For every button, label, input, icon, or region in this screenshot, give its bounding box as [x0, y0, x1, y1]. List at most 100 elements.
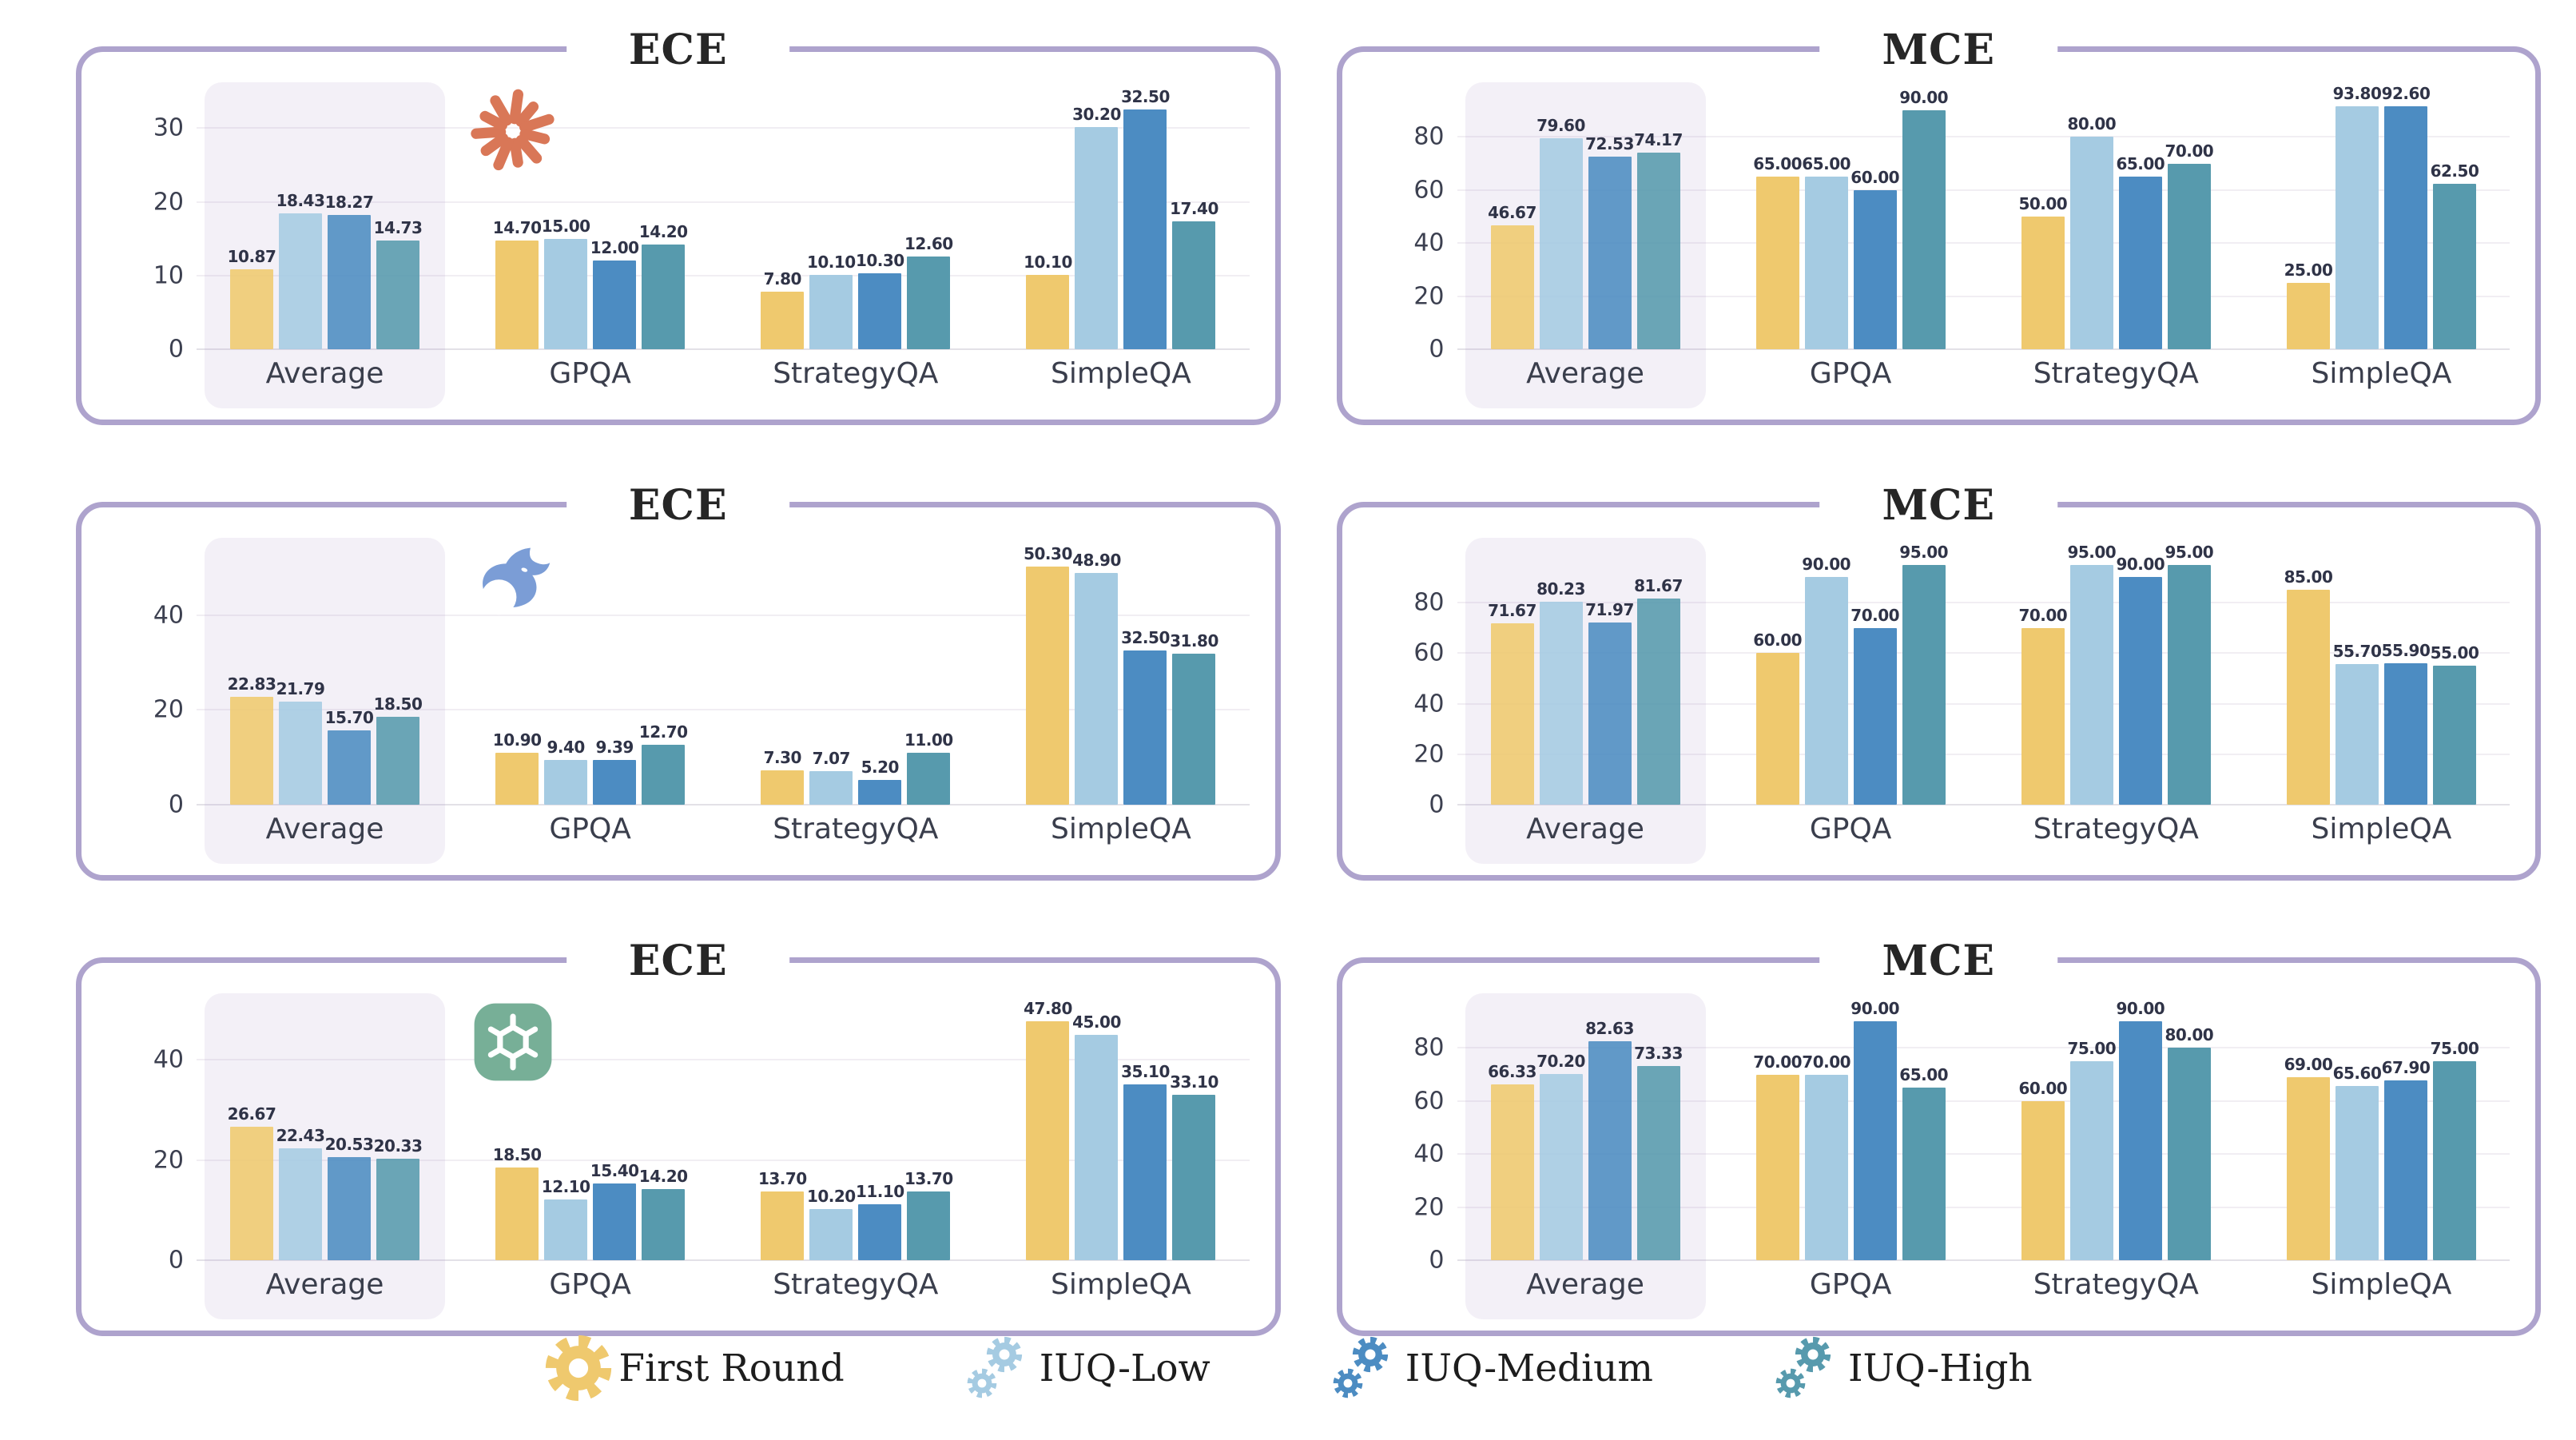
gridline: [1457, 295, 2510, 297]
bar-iuq-medium: [1853, 627, 1897, 805]
gridline: [197, 348, 1250, 350]
bar-value-label: 14.70: [492, 218, 542, 238]
bar-value-label: 22.83: [227, 674, 276, 694]
iuq-high-gears-icon: [1763, 1328, 1843, 1408]
bar-value-label: 92.60: [2381, 84, 2431, 103]
gridline: [1457, 136, 2510, 138]
bar-with-label: 67.90: [2382, 995, 2431, 1260]
bar-first-round: [1490, 1084, 1534, 1260]
bar-value-label: 62.50: [2430, 161, 2479, 181]
bar-value-label: 5.20: [861, 758, 900, 778]
bar-value-label: 15.00: [541, 216, 590, 236]
bar-with-label: 46.67: [1488, 84, 1536, 349]
bar-with-label: 65.00: [1899, 995, 1949, 1260]
bar-group-strategyqa: 50.00 80.00 65.00 70.00 StrategyQA: [2018, 84, 2213, 390]
bar-first-round: [761, 1191, 805, 1260]
bar-value-label: 33.10: [1170, 1072, 1218, 1092]
category-label: StrategyQA: [2033, 357, 2199, 390]
bar-first-round: [1026, 1020, 1070, 1260]
bar-iuq-low: [2069, 1061, 2113, 1260]
bar-iuq-low: [544, 238, 588, 349]
bar-with-label: 69.00: [2284, 995, 2333, 1260]
bar-value-label: 74.17: [1634, 129, 1683, 149]
bar-iuq-high: [1902, 564, 1946, 805]
bar-value-label: 85.00: [2284, 567, 2333, 587]
bar-value-label: 72.53: [1585, 134, 1634, 154]
chart-panel: ECE 0 20 40 22.83 21.79 15.70 18.50 Average 10.…: [76, 481, 1281, 881]
bar-group-average: 71.67 80.23 71.97 81.67 Average: [1465, 538, 1706, 864]
category-label: SimpleQA: [2311, 813, 2452, 845]
bar-with-label: 90.00: [1802, 539, 1851, 805]
y-tick-label: 60: [1413, 638, 1445, 667]
openai-logo-icon: [474, 1003, 552, 1081]
charts-grid: ECE 0 10 20 30 10.87 18.43 18.27 14.73 Average: [76, 26, 2541, 1336]
bar-value-label: 69.00: [2284, 1054, 2333, 1074]
bar-iuq-medium: [593, 1183, 637, 1260]
bar-value-label: 60.00: [2018, 1078, 2068, 1098]
bar-value-label: 71.67: [1488, 601, 1536, 621]
iuq-medium-gears-icon: [1321, 1328, 1401, 1408]
category-label: GPQA: [549, 1268, 631, 1301]
bar-group-strategyqa: 13.70 10.20 11.10 13.70 StrategyQA: [758, 995, 953, 1301]
claude-logo-icon: [471, 89, 555, 171]
bar-value-label: 47.80: [1024, 998, 1072, 1018]
bar-group-gpqa: 18.50 12.10 15.40 14.20 GPQA: [493, 995, 688, 1301]
gridline: [1457, 753, 2510, 755]
category-label: GPQA: [549, 357, 631, 390]
bar-iuq-low: [809, 274, 853, 349]
bar-value-label: 35.10: [1121, 1062, 1170, 1082]
bar-iuq-high: [1636, 598, 1680, 805]
bar-iuq-medium: [2383, 1080, 2427, 1260]
bar-first-round: [230, 696, 273, 805]
y-axis: 0 20 40: [89, 539, 201, 818]
chart-title: ECE: [566, 26, 790, 75]
bar-value-label: 95.00: [1899, 542, 1949, 562]
bar-with-label: 48.90: [1072, 539, 1121, 805]
bar-value-label: 55.90: [2381, 641, 2431, 661]
bar-with-label: 74.17: [1634, 84, 1683, 349]
bar-group-average: 22.83 21.79 15.70 18.50 Average: [205, 538, 445, 864]
bar-iuq-low: [544, 1199, 588, 1260]
y-tick-label: 80: [1413, 588, 1445, 617]
bar-iuq-low: [1075, 1035, 1119, 1260]
bar-iuq-high: [2167, 163, 2211, 349]
bar-with-label: 62.50: [2430, 84, 2479, 349]
bar-first-round: [2286, 590, 2330, 805]
bar-iuq-medium: [1588, 157, 1632, 349]
bar-with-label: 31.80: [1170, 539, 1218, 805]
bar-value-label: 90.00: [1899, 88, 1949, 108]
bar-with-label: 21.79: [276, 539, 325, 805]
grid-layer: [1457, 539, 2510, 806]
bar-value-label: 79.60: [1536, 115, 1585, 135]
bar-iuq-high: [1172, 1094, 1216, 1260]
bar-group-average: 26.67 22.43 20.53 20.33 Average: [205, 993, 445, 1319]
bar-with-label: 79.60: [1536, 84, 1585, 349]
bar-with-label: 47.80: [1024, 995, 1072, 1260]
bar-iuq-high: [2432, 666, 2476, 805]
bar-value-label: 70.00: [1851, 605, 1900, 625]
bar-with-label: 11.10: [856, 995, 904, 1260]
gridline: [1457, 1206, 2510, 1208]
bar-groups: 10.87 18.43 18.27 14.73 Average 14.70 15.00 12.…: [201, 82, 1245, 408]
bar-value-label: 45.00: [1072, 1012, 1121, 1032]
grid-layer: [197, 84, 1250, 350]
bar-group-average: 66.33 70.20 82.63 73.33 Average: [1465, 993, 1706, 1319]
bar-iuq-medium: [593, 760, 637, 805]
bar-with-label: 14.70: [492, 84, 542, 349]
bar-value-label: 30.20: [1072, 104, 1121, 124]
bar-with-label: 11.00: [904, 539, 953, 805]
gridline: [1457, 1047, 2510, 1049]
bar-first-round: [2286, 1076, 2330, 1260]
bar-value-label: 20.53: [324, 1135, 374, 1155]
bar-with-label: 70.00: [2018, 539, 2068, 805]
bar-value-label: 95.00: [2067, 542, 2117, 562]
bar-with-label: 14.20: [639, 995, 688, 1260]
bar-with-label: 15.40: [590, 995, 639, 1260]
bar-iuq-low: [279, 701, 322, 805]
category-label: Average: [1526, 357, 1644, 390]
bar-iuq-high: [376, 1158, 419, 1260]
bar-groups: 26.67 22.43 20.53 20.33 Average 18.50 12.10 15.…: [201, 993, 1245, 1319]
bar-with-label: 10.87: [228, 84, 276, 349]
bar-with-label: 10.10: [807, 84, 856, 349]
